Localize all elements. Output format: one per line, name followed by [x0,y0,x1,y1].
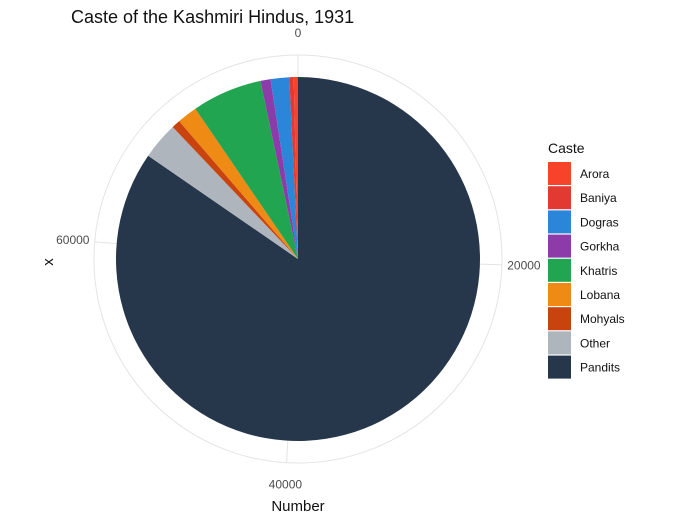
angle-tick-label: 20000 [507,258,541,272]
legend: Caste Arora Baniya Dogras Gorkha Khatris Loba… [548,140,625,379]
angle-tick-label: 40000 [269,478,303,492]
pie-slice-mohyals [172,121,298,259]
legend-title: Caste [548,140,585,156]
pie-slice-other [148,127,298,260]
pie-slice-lobana [179,108,298,259]
legend-key-arora [548,162,571,185]
angle-tick-labels: 0 20000 40000 60000 [56,26,541,492]
angle-tick-label: 60000 [56,233,90,247]
legend-label-other: Other [580,336,610,350]
angle-tick-label: 0 [295,26,302,40]
x-axis-title: Number [271,498,324,515]
pie-slice-arora [293,77,298,259]
legend-key-pandits [548,355,571,379]
pie-slice-khatris [195,80,298,259]
legend-label-lobana: Lobana [580,288,620,302]
legend-label-gorkha: Gorkha [580,240,620,254]
pie-slice-baniya [289,77,298,259]
pie-slice-pandits [116,77,481,441]
legend-label-arora: Arora [580,167,610,181]
legend-label-mohyals: Mohyals [580,312,625,326]
legend-key-dogras [548,210,571,234]
legend-label-pandits: Pandits [580,361,620,375]
legend-label-khatris: Khatris [580,264,617,278]
legend-label-dogras: Dogras [580,215,619,229]
plot-panel: 0 20000 40000 60000 [56,26,541,492]
pie-slices [116,77,481,441]
legend-key-khatris [548,258,571,282]
legend-key-mohyals [548,307,571,331]
pie-slice-dogras [270,77,298,259]
chart-title: Caste of the Kashmiri Hindus, 1931 [71,7,354,27]
legend-key-lobana [548,283,571,306]
pie-slice-gorkha [260,79,298,259]
legend-key-gorkha [548,234,571,258]
y-axis-title: x [40,258,57,266]
legend-key-other [548,331,571,355]
legend-label-baniya: Baniya [580,191,617,205]
legend-key-baniya [548,186,571,210]
